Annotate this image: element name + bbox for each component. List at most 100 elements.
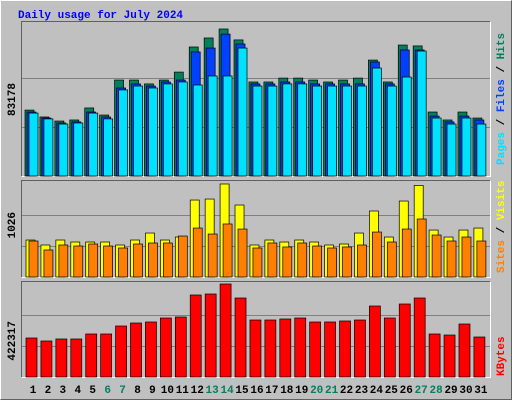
bar xyxy=(43,118,54,177)
bar xyxy=(88,112,99,177)
bar xyxy=(357,85,367,177)
x-tick-label: 20 xyxy=(310,385,323,397)
bar xyxy=(118,89,128,177)
bar xyxy=(55,338,68,378)
bar xyxy=(192,84,203,177)
bar xyxy=(386,241,397,278)
bar xyxy=(297,242,308,278)
legend-entry: Sites xyxy=(496,240,508,273)
x-tick-label: 8 xyxy=(134,385,141,397)
bar xyxy=(130,322,142,378)
x-tick-label: 9 xyxy=(149,385,156,397)
bar xyxy=(369,305,381,378)
x-tick-label: 19 xyxy=(295,385,308,397)
bar xyxy=(476,240,487,278)
bar xyxy=(398,303,411,378)
x-tick-label: 10 xyxy=(161,385,174,397)
bar xyxy=(372,231,382,278)
x-tick-label: 27 xyxy=(415,385,428,397)
bar xyxy=(73,122,84,177)
legend-entry: Hits xyxy=(496,33,508,59)
x-tick-label: 4 xyxy=(74,385,81,397)
x-tick-label: 13 xyxy=(206,385,220,397)
panel-shadow xyxy=(21,21,491,177)
y-tick-label: 83178 xyxy=(7,83,19,116)
bar xyxy=(148,242,158,278)
bar xyxy=(177,235,188,278)
bar xyxy=(174,316,187,378)
bar xyxy=(58,123,69,177)
x-tick-label: 25 xyxy=(385,385,399,397)
panel-highlight xyxy=(21,180,491,278)
bar xyxy=(222,223,233,278)
bar xyxy=(118,247,128,278)
bar xyxy=(237,228,248,278)
legend-entry: KBytes xyxy=(496,336,508,376)
bar xyxy=(100,333,113,378)
legend: Sites / Visits xyxy=(496,181,508,273)
x-tick-label: 23 xyxy=(355,385,369,397)
bar xyxy=(428,333,441,378)
legend: Pages / Files / Hits xyxy=(496,33,508,165)
bar xyxy=(70,338,83,378)
bar xyxy=(145,321,157,378)
bar xyxy=(222,75,233,177)
y-tick-label: 422317 xyxy=(7,321,19,361)
bar xyxy=(312,85,323,177)
bar xyxy=(372,67,382,177)
bar xyxy=(189,294,202,378)
bar xyxy=(249,319,262,378)
x-tick-label: 16 xyxy=(250,385,263,397)
bar xyxy=(40,340,53,378)
bar xyxy=(282,83,293,177)
bar xyxy=(207,233,218,278)
panel-highlight xyxy=(21,281,491,378)
bar xyxy=(431,234,442,278)
bar xyxy=(237,47,248,177)
x-tick-label: 30 xyxy=(459,385,472,397)
bar xyxy=(234,297,247,378)
bar xyxy=(282,246,293,278)
panel-shadow xyxy=(21,281,491,378)
bar xyxy=(342,246,352,278)
legend-entry: Pages xyxy=(496,132,508,165)
legend-entry: Files xyxy=(496,79,508,112)
bar xyxy=(401,76,412,177)
bar xyxy=(443,334,456,378)
bar xyxy=(324,321,336,378)
bar xyxy=(327,247,337,278)
bar xyxy=(401,228,412,278)
bar xyxy=(297,83,308,177)
bar xyxy=(279,318,292,378)
bar xyxy=(383,317,396,378)
bar xyxy=(327,85,337,177)
bar xyxy=(73,245,84,278)
bar xyxy=(163,83,173,177)
panel-shadow xyxy=(21,180,491,278)
bar xyxy=(25,337,38,378)
bar xyxy=(446,123,457,177)
bar xyxy=(160,317,172,378)
bar xyxy=(163,242,173,278)
x-tick-label: 17 xyxy=(265,385,278,397)
bar xyxy=(309,321,322,378)
bar xyxy=(219,283,232,378)
bar xyxy=(416,218,427,278)
bar xyxy=(252,85,263,177)
legend: KBytes xyxy=(496,336,508,376)
x-tick-label: 14 xyxy=(220,385,234,397)
bar xyxy=(43,249,54,278)
x-tick-label: 29 xyxy=(444,385,457,397)
bar xyxy=(476,123,487,177)
x-tick-label: 28 xyxy=(430,385,444,397)
y-tick-label: 1026 xyxy=(7,212,19,238)
bar xyxy=(85,333,98,378)
bar xyxy=(28,240,39,278)
bar xyxy=(192,227,203,278)
bar xyxy=(473,336,486,378)
bar xyxy=(461,117,472,177)
bar xyxy=(252,247,263,278)
x-tick-label: 21 xyxy=(325,385,339,397)
